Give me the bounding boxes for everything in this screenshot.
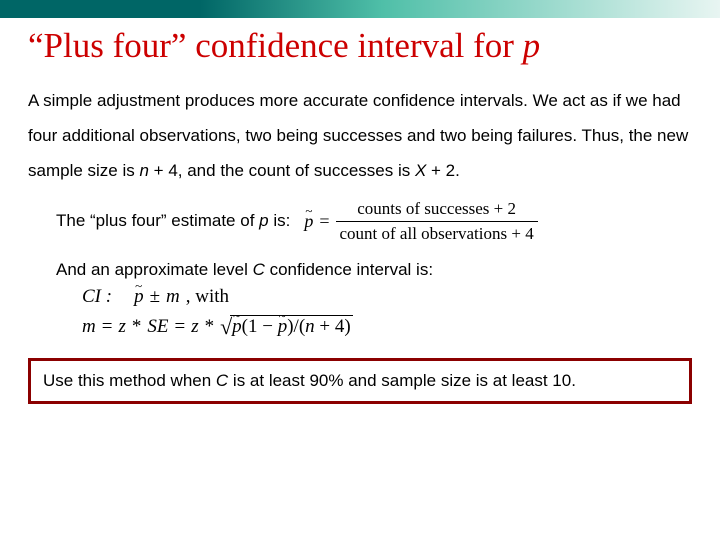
m-eq2: = [174,316,185,338]
footer-note: Use this method when C is at least 90% a… [28,358,692,404]
ci-tail: , with [186,286,229,308]
para-s3: + 2. [426,161,460,180]
ptilde-formula: ~ p = counts of successes + 2 count of a… [304,199,537,244]
m-z1: z [118,316,125,338]
m-se: SE [147,316,168,338]
m-z2: z [191,316,198,338]
ci-post: confidence interval is: [265,260,433,279]
m-eq1: = [102,316,113,338]
para-n: n [139,161,148,180]
est-pre: The “plus four” estimate of [56,211,259,230]
tilde-icon: ~ [135,278,142,294]
est-p: p [259,211,268,230]
footer-pre: Use this method when [43,371,216,390]
title-var-p: p [523,26,541,65]
title-text: “Plus four” confidence interval for [28,26,523,65]
accent-bar-solid [0,0,200,18]
est-post: is: [269,211,291,230]
ci-pre: And an approximate level [56,260,253,279]
indent-block: The “plus four” estimate of p is: ~ p = … [56,199,692,340]
ci-intro-line: And an approximate level C confidence in… [56,260,692,280]
ci-formula: CI : ~ p ± m , with [82,286,692,308]
estimate-text: The “plus four” estimate of p is: [56,211,290,231]
slide-content: “Plus four” confidence interval for p A … [0,18,720,416]
rad-p2: ~ p [278,316,288,338]
m-formula: m = z* SE = z* √ ~ p (1 − ~ p [82,314,692,340]
ci-label: CI : [82,286,112,308]
rad-n: n [305,316,315,337]
accent-bar [0,0,720,18]
ptilde-eq: = [319,211,329,232]
radicand: ~ p (1 − ~ p )/(n + 4) [230,315,353,338]
footer-post: is at least 90% and sample size is at le… [228,371,576,390]
accent-bar-gradient [200,0,720,18]
ptilde-den: count of all observations + 4 [336,222,538,244]
ci-pm: ± [150,286,160,308]
estimate-line: The “plus four” estimate of p is: ~ p = … [56,199,692,244]
tilde-icon: ~ [233,308,240,324]
rad-open: (1 − [242,316,278,337]
m-star1: * [132,316,142,338]
intro-paragraph: A simple adjustment produces more accura… [28,84,692,189]
ci-ptilde: ~ p [134,286,144,308]
para-s2: + 4, and the count of successes is [149,161,415,180]
footer-C: C [216,371,228,390]
m-lhs: m [82,316,96,338]
ci-formula-block: CI : ~ p ± m , with m = z* SE = z* √ [82,286,692,340]
ptilde-num: counts of successes + 2 [336,199,538,222]
para-X: X [415,161,426,180]
sqrt-wrap: √ ~ p (1 − ~ p )/(n + 4) [220,314,353,340]
tilde-icon: ~ [279,308,286,324]
ptilde-symbol: ~ p [304,211,313,232]
m-star2: * [205,316,215,338]
tilde-icon: ~ [305,203,312,219]
ptilde-fraction: counts of successes + 2 count of all obs… [336,199,538,244]
rad-close: )/( [287,316,305,337]
ci-m: m [166,286,180,308]
rad-p1: ~ p [232,316,242,338]
rad-plus4: + 4) [315,316,351,337]
slide-title: “Plus four” confidence interval for p [28,26,692,66]
ci-C: C [253,260,265,279]
